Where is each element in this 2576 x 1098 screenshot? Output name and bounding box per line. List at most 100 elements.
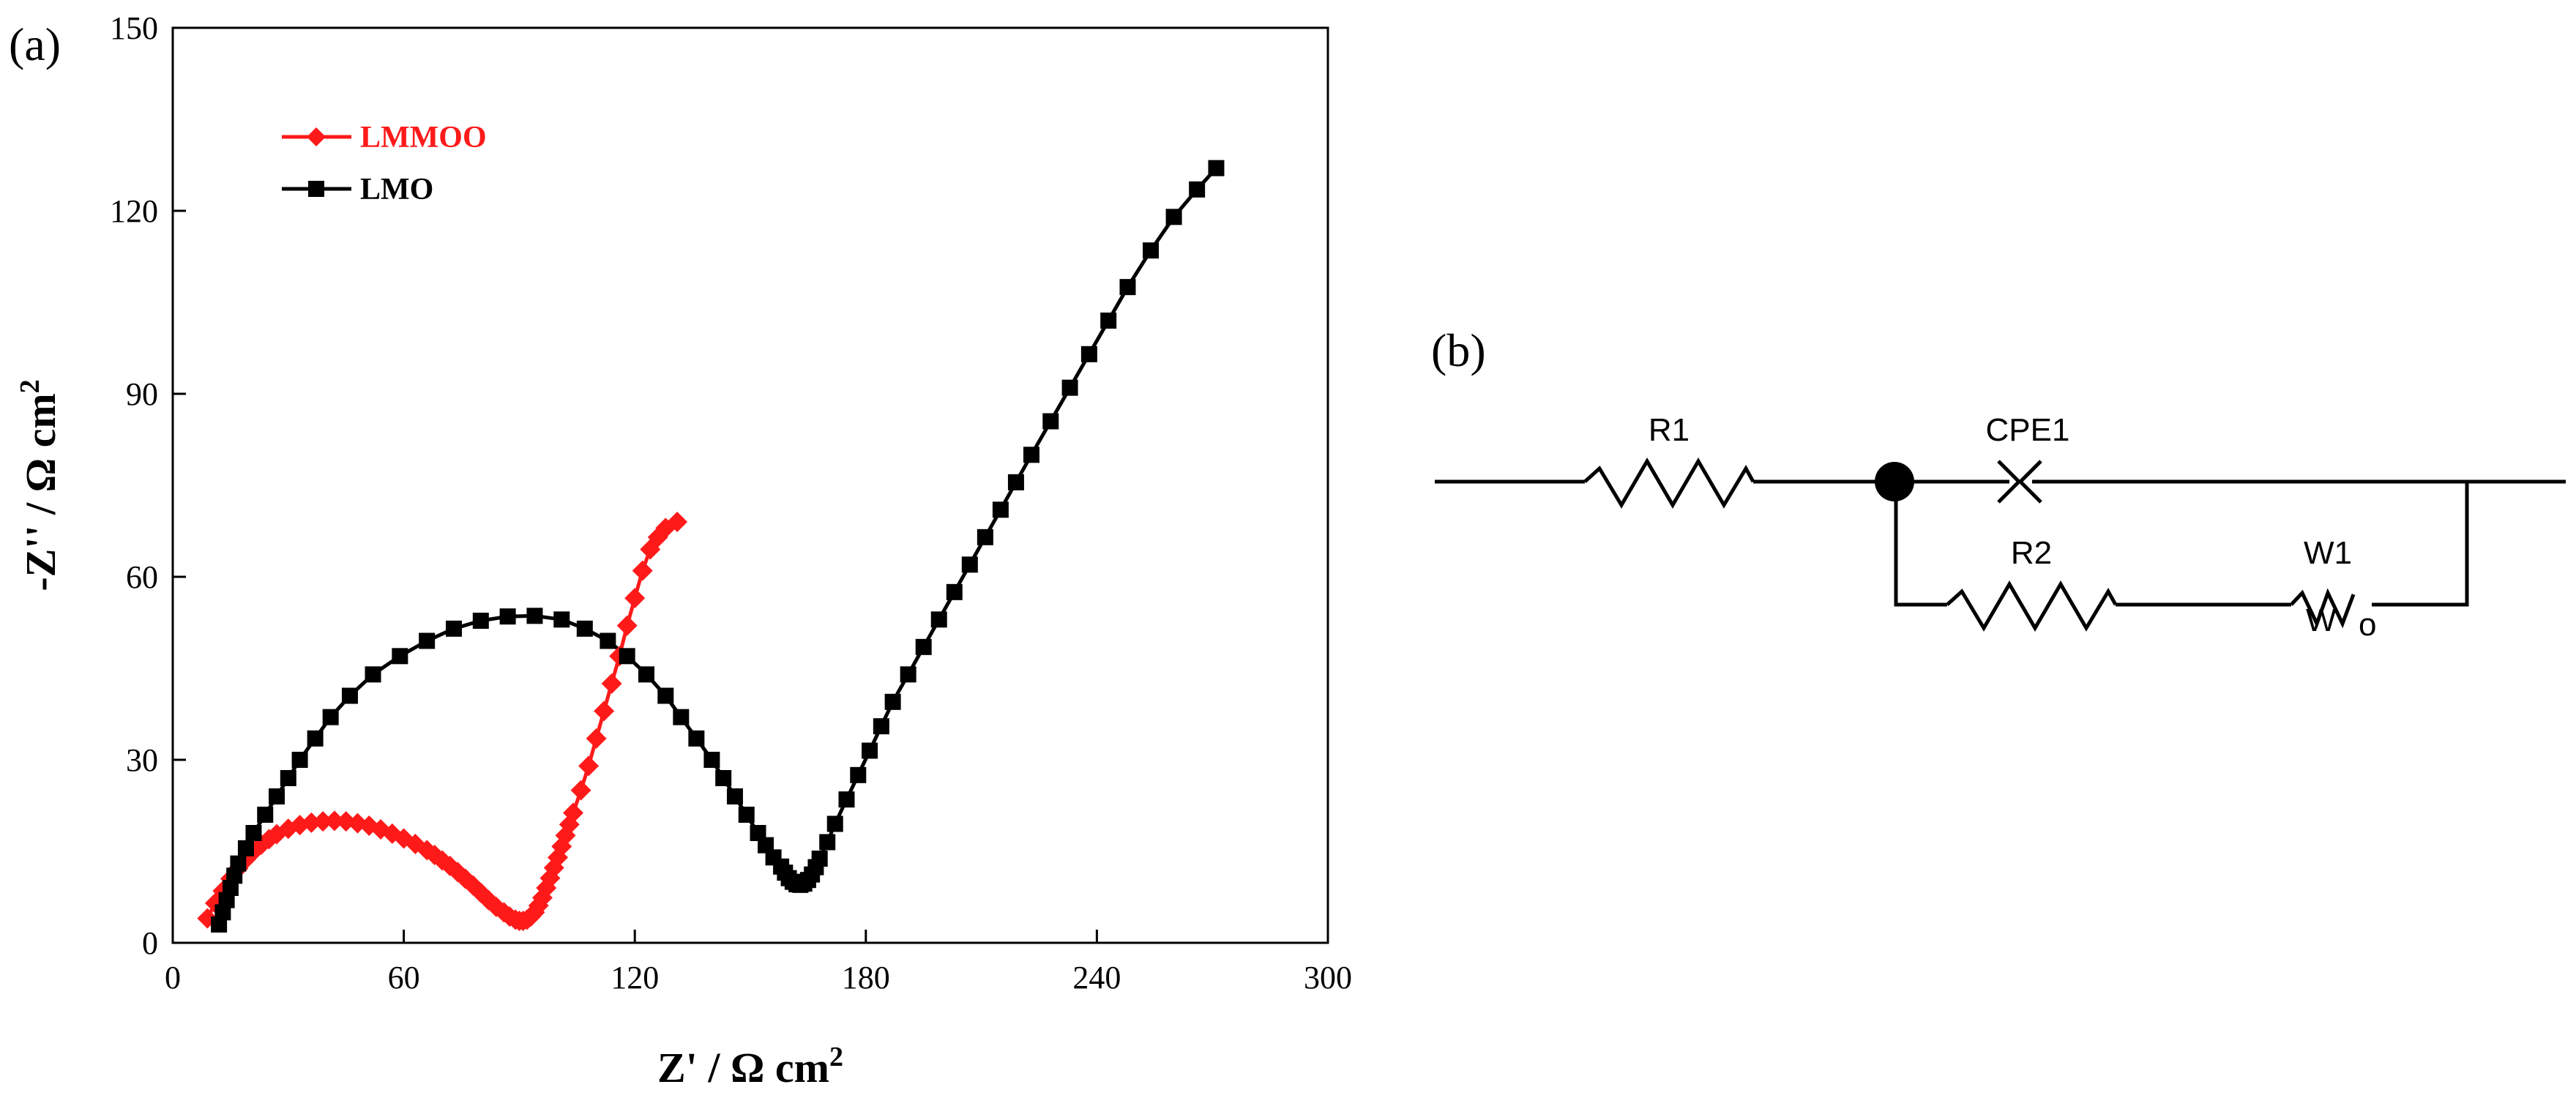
data-point-lmo — [715, 770, 732, 786]
data-point-lmo — [257, 807, 274, 823]
label-w1: W1 — [2304, 535, 2352, 571]
cpe1-element — [1997, 460, 2042, 504]
y-tick-label: 30 — [126, 742, 158, 778]
y-tick-label: 60 — [126, 559, 158, 595]
data-point-lmmoo — [563, 802, 584, 824]
x-tick-label: 120 — [611, 960, 659, 996]
data-point-lmo — [1119, 279, 1136, 296]
data-point-lmo — [600, 632, 616, 649]
warburg-w1 — [2290, 588, 2356, 629]
data-point-lmmoo — [624, 588, 646, 609]
axis-ticks: 0 60 120 180 240 300 0 30 60 90 120 150 — [110, 10, 1352, 996]
data-point-lmmoo — [570, 780, 591, 801]
data-point-lmo — [322, 709, 339, 725]
data-point-lmmoo — [632, 560, 653, 581]
x-tick-label: 240 — [1072, 960, 1121, 996]
junction-node — [1875, 462, 1914, 501]
data-point-lmo — [341, 687, 358, 704]
data-point-lmo — [222, 880, 239, 896]
data-point-lmo — [245, 825, 262, 841]
panel-label-a: (a) — [9, 18, 61, 70]
y-axis-title: -Z'' / Ω cm2 — [15, 379, 64, 591]
data-point-lmo — [1189, 181, 1206, 198]
data-point-lmo — [961, 556, 978, 573]
data-point-lmo — [673, 709, 690, 725]
panel-label-b: (b) — [1431, 324, 1486, 376]
data-point-lmo — [900, 666, 916, 683]
data-point-lmo — [1007, 474, 1024, 490]
data-point-lmo — [1061, 379, 1078, 396]
data-point-lmo — [1165, 209, 1182, 225]
data-point-lmo — [1143, 242, 1160, 259]
data-point-lmo — [838, 791, 855, 808]
data-point-lmo — [237, 840, 254, 856]
data-point-lmo — [1042, 413, 1059, 430]
series-line-lmo — [217, 167, 1218, 925]
y-tick-label: 0 — [142, 925, 158, 961]
label-cpe1: CPE1 — [1986, 412, 2070, 448]
data-point-lmo — [819, 834, 836, 851]
data-point-lmo — [211, 916, 228, 933]
data-point-lmo — [445, 620, 462, 637]
data-point-lmo — [472, 613, 489, 629]
data-point-lmmoo — [594, 701, 615, 722]
data-point-lmo — [946, 583, 963, 600]
data-point-lmo — [1023, 447, 1039, 463]
x-tick-label: 60 — [388, 960, 420, 996]
plot-frame — [171, 26, 1329, 944]
label-wo-sub: o — [2359, 607, 2376, 643]
data-point-lmmoo — [578, 755, 600, 777]
series-markers — [197, 160, 1225, 933]
x-tick-label: 180 — [842, 960, 890, 996]
wire-w1-right — [2372, 482, 2469, 607]
data-point-lmo — [576, 620, 593, 637]
data-point-lmo — [365, 666, 381, 683]
data-point-lmo — [291, 752, 308, 768]
data-point-lmo — [280, 770, 296, 786]
data-point-lmo — [688, 730, 705, 747]
data-point-lmo — [930, 611, 947, 628]
data-point-lmo — [526, 608, 543, 624]
label-r1: R1 — [1649, 412, 1690, 448]
data-point-lmo — [1208, 160, 1225, 176]
data-point-lmo — [726, 788, 743, 804]
x-tick-label: 0 — [165, 960, 181, 996]
data-point-lmo — [218, 892, 235, 908]
legend-label-lmmoo: LMMOO — [360, 121, 487, 154]
resistor-r2 — [1946, 580, 2118, 632]
data-point-lmo — [977, 529, 993, 545]
legend: LMMOO LMO — [282, 121, 487, 206]
data-point-lmo — [269, 788, 285, 804]
equivalent-circuit — [1435, 458, 2566, 632]
circuit-labels: R1 CPE1 R2 W1 W o — [1649, 412, 2377, 643]
data-point-lmmoo — [586, 728, 607, 749]
series-lines — [206, 167, 1218, 925]
data-point-lmo — [826, 815, 843, 832]
data-point-lmo — [703, 752, 720, 768]
data-point-lmo — [419, 632, 436, 649]
y-tick-label: 150 — [110, 10, 158, 46]
data-point-lmo — [499, 608, 516, 625]
data-point-lmo — [811, 851, 828, 867]
legend-marker-lmo — [308, 181, 324, 197]
data-point-lmmoo — [324, 810, 345, 832]
data-point-lmo — [638, 666, 654, 683]
data-point-lmmoo — [313, 811, 334, 832]
data-point-lmo — [738, 807, 755, 823]
data-point-lmo — [226, 867, 243, 884]
y-tick-label: 90 — [126, 376, 158, 412]
data-point-lmo — [992, 501, 1009, 518]
wire-branch-left — [1894, 482, 1947, 607]
data-point-lmo — [307, 730, 324, 747]
data-point-lmo — [862, 742, 878, 759]
data-point-lmmoo — [601, 673, 622, 694]
data-point-lmo — [230, 855, 247, 872]
data-point-lmmoo — [667, 512, 688, 532]
data-point-lmo — [884, 693, 901, 710]
data-point-lmo — [915, 638, 932, 655]
data-point-lmo — [873, 718, 889, 735]
data-point-lmo — [1100, 313, 1117, 329]
data-point-lmmoo — [301, 812, 322, 833]
